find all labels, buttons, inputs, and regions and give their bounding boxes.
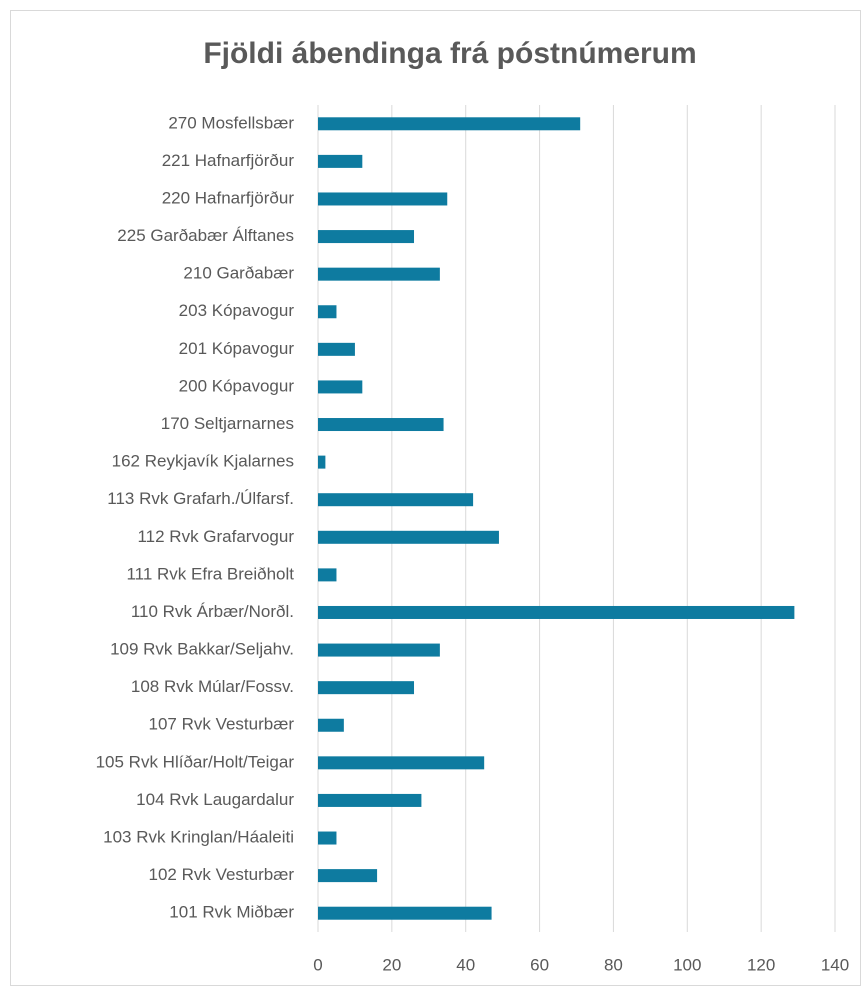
bar bbox=[318, 605, 795, 619]
y-tick-label: 111 Rvk Efra Breiðholt bbox=[126, 564, 294, 583]
y-tick-label: 203 Kópavogur bbox=[179, 301, 295, 320]
y-tick-label: 103 Rvk Kringlan/Háaleiti bbox=[103, 828, 294, 847]
y-tick-label: 201 Kópavogur bbox=[179, 339, 295, 358]
y-tick-label: 102 Rvk Vesturbær bbox=[148, 865, 294, 884]
x-tick-label: 120 bbox=[747, 955, 775, 974]
bar bbox=[318, 418, 444, 432]
y-tick-label: 200 Kópavogur bbox=[179, 376, 295, 395]
y-tick-label: 112 Rvk Grafarvogur bbox=[137, 527, 294, 546]
y-tick-label: 210 Garðabær bbox=[183, 264, 294, 283]
bar bbox=[318, 493, 474, 507]
y-tick-label: 162 Reykjavík Kjalarnes bbox=[112, 452, 294, 471]
bar bbox=[318, 380, 363, 394]
y-tick-label: 101 Rvk Miðbær bbox=[169, 903, 294, 922]
y-tick-label: 109 Rvk Bakkar/Seljahv. bbox=[110, 640, 294, 659]
bar bbox=[318, 718, 344, 732]
bar bbox=[318, 154, 363, 168]
bar bbox=[318, 756, 485, 770]
y-tick-label: 110 Rvk Árbær/Norðl. bbox=[131, 602, 294, 621]
bar bbox=[318, 643, 440, 657]
bar bbox=[318, 681, 415, 695]
bar bbox=[318, 455, 326, 469]
y-tick-label: 220 Hafnarfjörður bbox=[162, 188, 295, 207]
y-tick-label: 107 Rvk Vesturbær bbox=[148, 715, 294, 734]
bar bbox=[318, 906, 492, 920]
y-tick-label: 108 Rvk Múlar/Fossv. bbox=[131, 677, 294, 696]
y-tick-label: 221 Hafnarfjörður bbox=[162, 151, 295, 170]
chart-title: Fjöldi ábendinga frá póstnúmerum bbox=[203, 37, 696, 70]
x-tick-label: 40 bbox=[456, 955, 475, 974]
bar bbox=[318, 342, 355, 356]
bar bbox=[318, 230, 415, 244]
x-tick-label: 140 bbox=[821, 955, 849, 974]
bar bbox=[318, 869, 378, 883]
y-tick-label: 270 Mosfellsbær bbox=[168, 113, 294, 132]
x-tick-label: 60 bbox=[530, 955, 549, 974]
y-tick-label: 113 Rvk Grafarh./Úlfarsf. bbox=[107, 489, 294, 508]
x-tick-label: 80 bbox=[604, 955, 623, 974]
bar bbox=[318, 568, 337, 582]
x-tick-label: 0 bbox=[313, 955, 322, 974]
bar bbox=[318, 305, 337, 319]
bar bbox=[318, 530, 499, 544]
bar bbox=[318, 793, 422, 807]
bar bbox=[318, 192, 448, 206]
bar bbox=[318, 117, 581, 131]
y-tick-label: 105 Rvk Hlíðar/Holt/Teigar bbox=[96, 752, 295, 771]
bar bbox=[318, 267, 440, 281]
y-tick-label: 225 Garðabær Álftanes bbox=[117, 226, 294, 245]
y-tick-label: 170 Seltjarnarnes bbox=[161, 414, 294, 433]
y-tick-label: 104 Rvk Laugardalur bbox=[136, 790, 294, 809]
bar bbox=[318, 831, 337, 845]
x-tick-label: 100 bbox=[673, 955, 701, 974]
x-tick-label: 20 bbox=[382, 955, 401, 974]
